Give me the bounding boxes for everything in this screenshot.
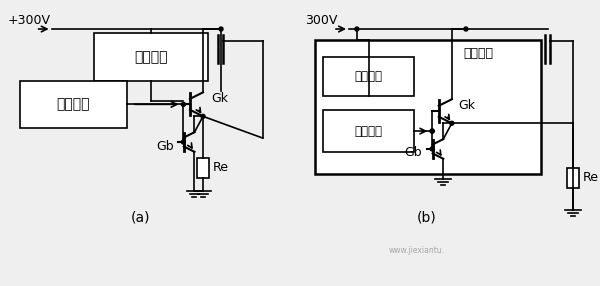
Bar — [315, 40, 541, 174]
Circle shape — [430, 147, 434, 151]
Text: www.jiexiantu.: www.jiexiantu. — [388, 246, 445, 255]
Text: Re: Re — [213, 161, 229, 174]
Bar — [20, 81, 127, 128]
Text: 振荡电路: 振荡电路 — [355, 125, 383, 138]
Circle shape — [355, 27, 359, 31]
Circle shape — [464, 27, 468, 31]
Text: (a): (a) — [131, 210, 151, 224]
Bar — [567, 168, 579, 188]
Text: +300V: +300V — [8, 14, 51, 27]
Text: Gk: Gk — [458, 99, 475, 112]
Bar — [94, 33, 208, 81]
Text: Gb: Gb — [156, 140, 173, 154]
Text: (b): (b) — [416, 210, 436, 224]
Bar — [323, 57, 415, 96]
Text: 厚膜电路: 厚膜电路 — [464, 47, 494, 60]
Circle shape — [201, 114, 205, 118]
Circle shape — [430, 129, 434, 133]
Circle shape — [181, 140, 185, 144]
Text: 300V: 300V — [305, 14, 338, 27]
Circle shape — [450, 121, 454, 125]
Text: Re: Re — [583, 171, 599, 184]
Bar — [323, 110, 415, 152]
Text: Gb: Gb — [404, 146, 422, 159]
Circle shape — [181, 102, 185, 106]
Text: 振荡电路: 振荡电路 — [56, 97, 90, 111]
Circle shape — [430, 129, 434, 133]
Text: 启动电路: 启动电路 — [134, 50, 168, 64]
Bar — [197, 158, 209, 178]
Text: Gk: Gk — [211, 92, 228, 105]
Text: 启动电路: 启动电路 — [355, 70, 383, 83]
Circle shape — [219, 27, 223, 31]
